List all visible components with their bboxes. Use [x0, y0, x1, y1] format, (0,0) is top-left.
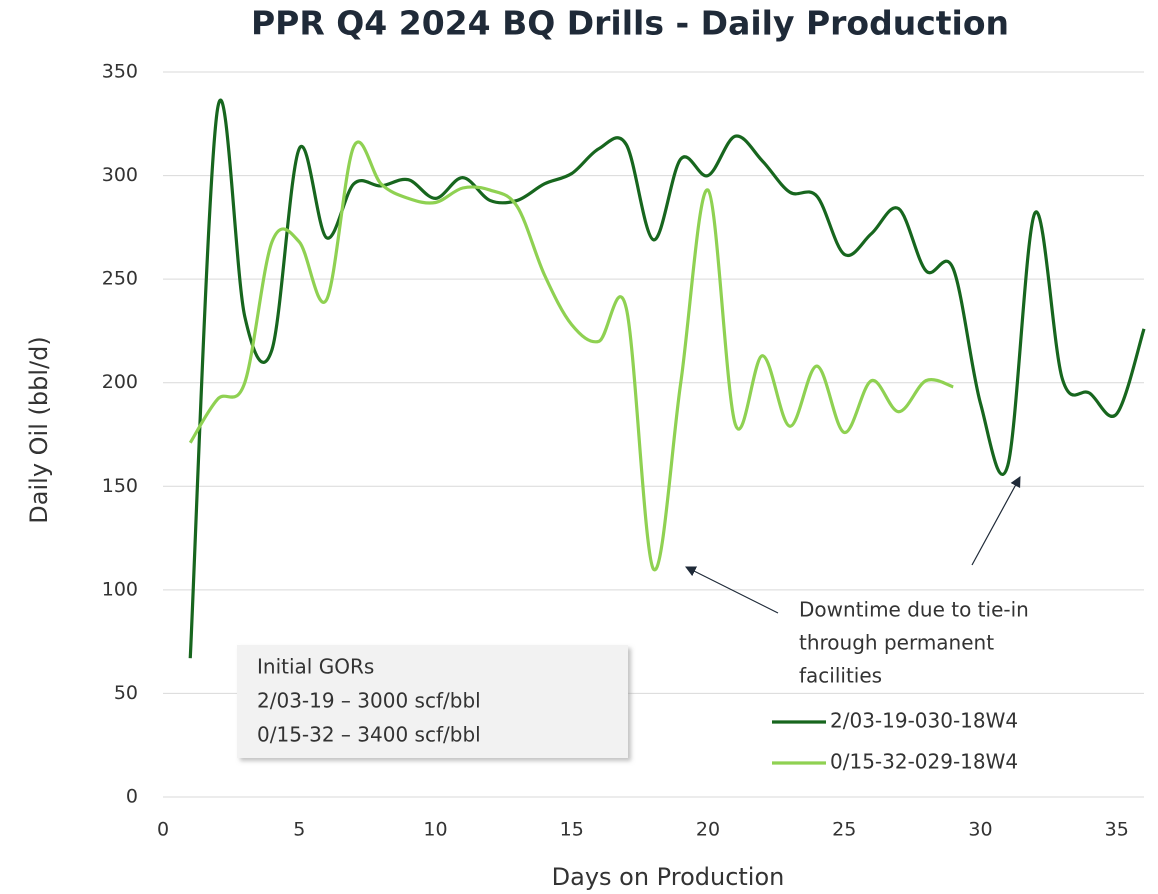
- x-tick-label: 15: [560, 819, 584, 841]
- y-axis-label: Daily Oil (bbl/d): [25, 336, 53, 523]
- x-tick-label: 0: [157, 819, 169, 841]
- legend-label: 0/15-32-029-18W4: [830, 750, 1018, 774]
- y-tick-label: 150: [102, 475, 138, 497]
- legend-label: 2/03-19-030-18W4: [830, 709, 1018, 733]
- x-axis-label: Days on Production: [552, 863, 785, 891]
- plot-lines: [188, 98, 1146, 659]
- annotation-arrow: [971, 476, 1021, 566]
- y-tick-label: 100: [102, 578, 138, 600]
- annotation-box: [237, 645, 628, 758]
- y-tick-label: 300: [102, 164, 138, 186]
- annotation-text: facilities: [799, 664, 882, 688]
- annotation-text: 2/03-19 – 3000 scf/bbl: [257, 689, 481, 713]
- annotation-text: through permanent: [799, 631, 994, 655]
- annotation-text: 0/15-32 – 3400 scf/bbl: [257, 723, 481, 747]
- y-tick-label: 250: [102, 268, 138, 290]
- annotation-text: Downtime due to tie-in: [799, 598, 1029, 622]
- y-tick-label: 200: [102, 371, 138, 393]
- x-tick-label: 20: [696, 819, 720, 841]
- chart-title: PPR Q4 2024 BQ Drills - Daily Production: [251, 4, 1009, 43]
- grid: 0 50 100 150 200 250 300 350 0 5 10 15 20 25 30 35: [102, 61, 1144, 841]
- x-tick-label: 30: [968, 819, 992, 841]
- y-tick-label: 350: [102, 61, 138, 83]
- x-tick-label: 5: [293, 819, 305, 841]
- y-tick-label: 0: [126, 786, 138, 808]
- annotation-arrow: [685, 566, 779, 614]
- x-tick-label: 10: [423, 819, 447, 841]
- series-line: [188, 140, 954, 572]
- x-tick-label: 35: [1105, 819, 1129, 841]
- series-line: [188, 98, 1146, 659]
- x-tick-label: 25: [832, 819, 856, 841]
- y-tick-label: 50: [114, 682, 138, 704]
- legend: 2/03-19-030-18W4 0/15-32-029-18W4: [772, 709, 1018, 774]
- annotation-text: Initial GORs: [257, 655, 374, 679]
